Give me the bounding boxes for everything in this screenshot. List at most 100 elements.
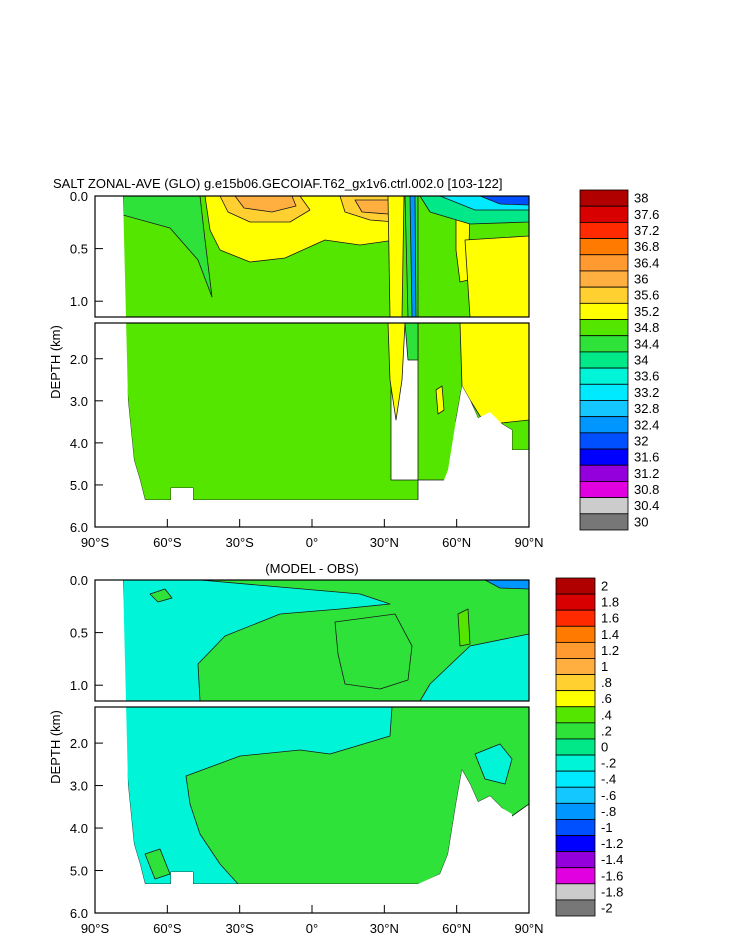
y-tick-label: 5.0: [70, 478, 88, 493]
colorbar-swatch: [555, 609, 596, 627]
colorbar-swatch: [555, 754, 596, 772]
y-tick-label: 0.0: [70, 189, 88, 204]
colorbar-swatch: [579, 481, 629, 499]
colorbar-label: 35.6: [634, 288, 659, 303]
y-tick-label: 0.5: [70, 242, 88, 257]
y-tick-label: 6.0: [70, 520, 88, 535]
land-mask: [418, 770, 529, 911]
colorbar-label: 32.8: [634, 401, 659, 416]
colorbar-swatch: [555, 674, 596, 692]
y-tick-label: 1.0: [70, 678, 88, 693]
colorbar-label: -.6: [601, 788, 616, 803]
x-tick-label: 60°N: [442, 535, 471, 550]
contour-region: [387, 195, 405, 318]
colorbar-label: 38: [634, 191, 648, 206]
contour-region: [404, 322, 419, 361]
y-tick-label: 6.0: [70, 906, 88, 921]
land-mask: [418, 386, 529, 527]
chart-panel-1: SALT ZONAL-AVE (GLO) g.e15b06.GECOIAF.T6…: [48, 176, 659, 550]
colorbar-label: 31.6: [634, 450, 659, 465]
contour-region: [464, 235, 530, 318]
colorbar-swatch: [555, 802, 596, 820]
colorbar-label: -1: [601, 820, 613, 835]
x-tick-label: 60°S: [153, 535, 182, 550]
colorbar-label: 33.2: [634, 385, 659, 400]
colorbar-label: 36: [634, 272, 648, 287]
x-tick-label: 30°N: [370, 921, 399, 936]
x-tick-label: 90°S: [81, 921, 110, 936]
colorbar-swatch: [579, 432, 629, 450]
colorbar-label: 1.4: [601, 627, 619, 642]
colorbar-label: 1.8: [601, 595, 619, 610]
colorbar-swatch: [579, 400, 629, 418]
colorbar-label: 32: [634, 433, 648, 448]
colorbar-label: 35.2: [634, 304, 659, 319]
contour-region: [144, 848, 171, 880]
y-tick-label: 0.0: [70, 573, 88, 588]
contour-region: [149, 588, 173, 603]
colorbar-swatch: [555, 867, 596, 885]
colorbar-label: -.2: [601, 756, 616, 771]
colorbar-label: 0: [601, 740, 608, 755]
colorbar-swatch: [579, 238, 629, 256]
colorbar-label: -.4: [601, 772, 616, 787]
x-tick-label: 0°: [306, 921, 318, 936]
land-mask: [95, 580, 420, 911]
x-tick-label: 90°N: [514, 535, 543, 550]
x-tick-label: 90°N: [514, 921, 543, 936]
colorbar-swatch: [579, 254, 629, 272]
colorbar: 3837.637.236.836.43635.635.234.834.43433…: [579, 189, 659, 531]
colorbar-label: 1.6: [601, 611, 619, 626]
colorbar-swatch: [555, 851, 596, 869]
land-mask: [95, 196, 420, 527]
colorbar-swatch: [555, 641, 596, 659]
colorbar-label: -.8: [601, 804, 616, 819]
colorbar-label: .8: [601, 675, 612, 690]
colorbar-swatch: [579, 319, 629, 337]
colorbar-swatch: [579, 302, 629, 320]
colorbar-label: -1.2: [601, 836, 623, 851]
chart-panel-2: (MODEL - OBS)0.00.51.02.03.04.05.06.090°…: [48, 561, 623, 936]
y-tick-label: 3.0: [70, 779, 88, 794]
colorbar-swatch: [579, 416, 629, 434]
colorbar-label: 30.8: [634, 482, 659, 497]
colorbar-swatch: [579, 335, 629, 353]
colorbar-label: .4: [601, 707, 612, 722]
colorbar-swatch: [579, 205, 629, 223]
y-tick-label: 3.0: [70, 394, 88, 409]
colorbar: 21.81.61.41.21.8.6.4.20-.2-.4-.6-.8-1-1.…: [555, 577, 623, 917]
colorbar-label: 31.2: [634, 466, 659, 481]
colorbar-label: 1: [601, 659, 608, 674]
y-tick-label: 2.0: [70, 352, 88, 367]
chart-title: (MODEL - OBS): [265, 561, 358, 576]
contour-region: [474, 743, 513, 785]
colorbar-swatch: [579, 383, 629, 401]
colorbar-label: 1.2: [601, 643, 619, 658]
x-tick-label: 30°S: [225, 535, 254, 550]
upper-frame: [94, 579, 530, 702]
colorbar-label: -1.4: [601, 852, 623, 867]
y-axis-label: DEPTH (km): [48, 710, 63, 784]
colorbar-label: 34.4: [634, 336, 659, 351]
colorbar-label: 30: [634, 514, 648, 529]
chart-title: SALT ZONAL-AVE (GLO) g.e15b06.GECOIAF.T6…: [53, 176, 502, 191]
colorbar-label: 34: [634, 353, 648, 368]
colorbar-label: 37.6: [634, 207, 659, 222]
colorbar-label: 33.6: [634, 369, 659, 384]
colorbar-swatch: [555, 658, 596, 675]
x-tick-label: 90°S: [81, 535, 110, 550]
colorbar-swatch: [555, 625, 596, 643]
colorbar-swatch: [555, 786, 596, 804]
y-tick-label: 0.5: [70, 626, 88, 641]
colorbar-swatch: [579, 270, 629, 288]
y-tick-label: 5.0: [70, 864, 88, 879]
colorbar-swatch: [579, 513, 629, 531]
colorbar-swatch: [579, 367, 629, 385]
x-tick-label: 0°: [306, 535, 318, 550]
colorbar-label: 37.2: [634, 223, 659, 238]
colorbar-label: -1.6: [601, 868, 623, 883]
colorbar-swatch: [555, 690, 596, 708]
colorbar-swatch: [555, 722, 596, 740]
x-tick-label: 60°S: [153, 921, 182, 936]
colorbar-swatch: [555, 835, 596, 853]
